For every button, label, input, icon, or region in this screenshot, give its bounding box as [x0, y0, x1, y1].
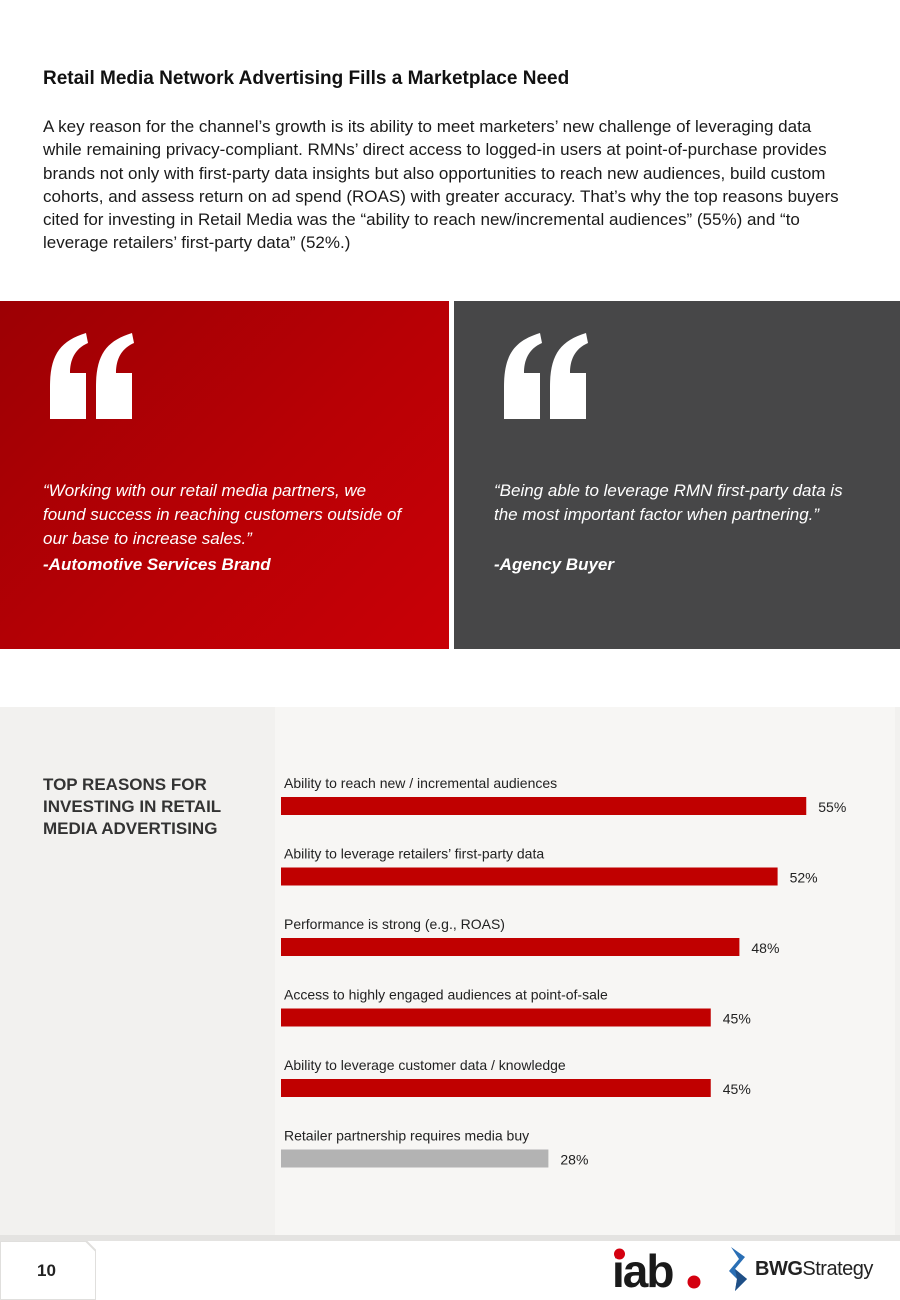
bar-value-label: 52%: [790, 870, 818, 886]
quote-text: “Being able to leverage RMN first-party …: [494, 481, 843, 524]
chart-area: Ability to reach new / incremental audie…: [275, 707, 895, 1235]
bar-category-label: Ability to leverage retailers’ first-par…: [284, 846, 544, 862]
bwg-wordmark: BWGStrategy: [755, 1257, 873, 1280]
quote-mark-icon: [504, 333, 588, 419]
bar: [281, 938, 740, 956]
bar-category-label: Performance is strong (e.g., ROAS): [284, 916, 505, 932]
quote-attribution: -Agency Buyer: [494, 555, 614, 574]
footer-divider: [0, 1235, 900, 1241]
bar-category-label: Ability to reach new / incremental audie…: [284, 775, 557, 791]
bwg-mark-icon: [729, 1247, 747, 1291]
bar-chart: Ability to reach new / incremental audie…: [281, 775, 846, 1168]
page-number: 10: [37, 1261, 56, 1280]
bar: [281, 1008, 711, 1027]
bwg-strategy-logo: BWGStrategy: [727, 1247, 873, 1291]
bar: [281, 797, 807, 815]
quote-text: “Working with our retail media partners,…: [43, 481, 402, 548]
quote-attribution: -Automotive Services Brand: [43, 555, 271, 574]
bar-value-label: 55%: [818, 799, 846, 815]
bar: [281, 1149, 549, 1168]
iab-logo: iab: [612, 1245, 701, 1295]
quote-mark-icon: [50, 333, 134, 419]
chart-title: TOP REASONS FOR INVESTING IN RETAIL MEDI…: [43, 775, 221, 838]
bar: [281, 1079, 711, 1097]
bar-category-label: Retailer partnership requires media buy: [284, 1128, 529, 1144]
bar-value-label: 28%: [560, 1152, 588, 1168]
quote-card-agency: “Being able to leverage RMN first-party …: [454, 301, 900, 649]
page-heading: Retail Media Network Advertising Fills a…: [43, 68, 570, 89]
bar: [281, 867, 778, 886]
quote-card-automotive: “Working with our retail media partners,…: [0, 301, 449, 649]
intro-paragraph: A key reason for the channel’s growth is…: [43, 117, 839, 253]
page-number-tab: [0, 1241, 96, 1300]
bar-category-label: Ability to leverage customer data / know…: [284, 1057, 566, 1073]
bar-value-label: 45%: [723, 1011, 751, 1027]
bar-category-label: Access to highly engaged audiences at po…: [284, 987, 608, 1003]
bar-value-label: 45%: [723, 1081, 751, 1097]
bar-value-label: 48%: [751, 940, 779, 956]
chart-panel: TOP REASONS FOR INVESTING IN RETAIL MEDI…: [0, 707, 900, 1235]
